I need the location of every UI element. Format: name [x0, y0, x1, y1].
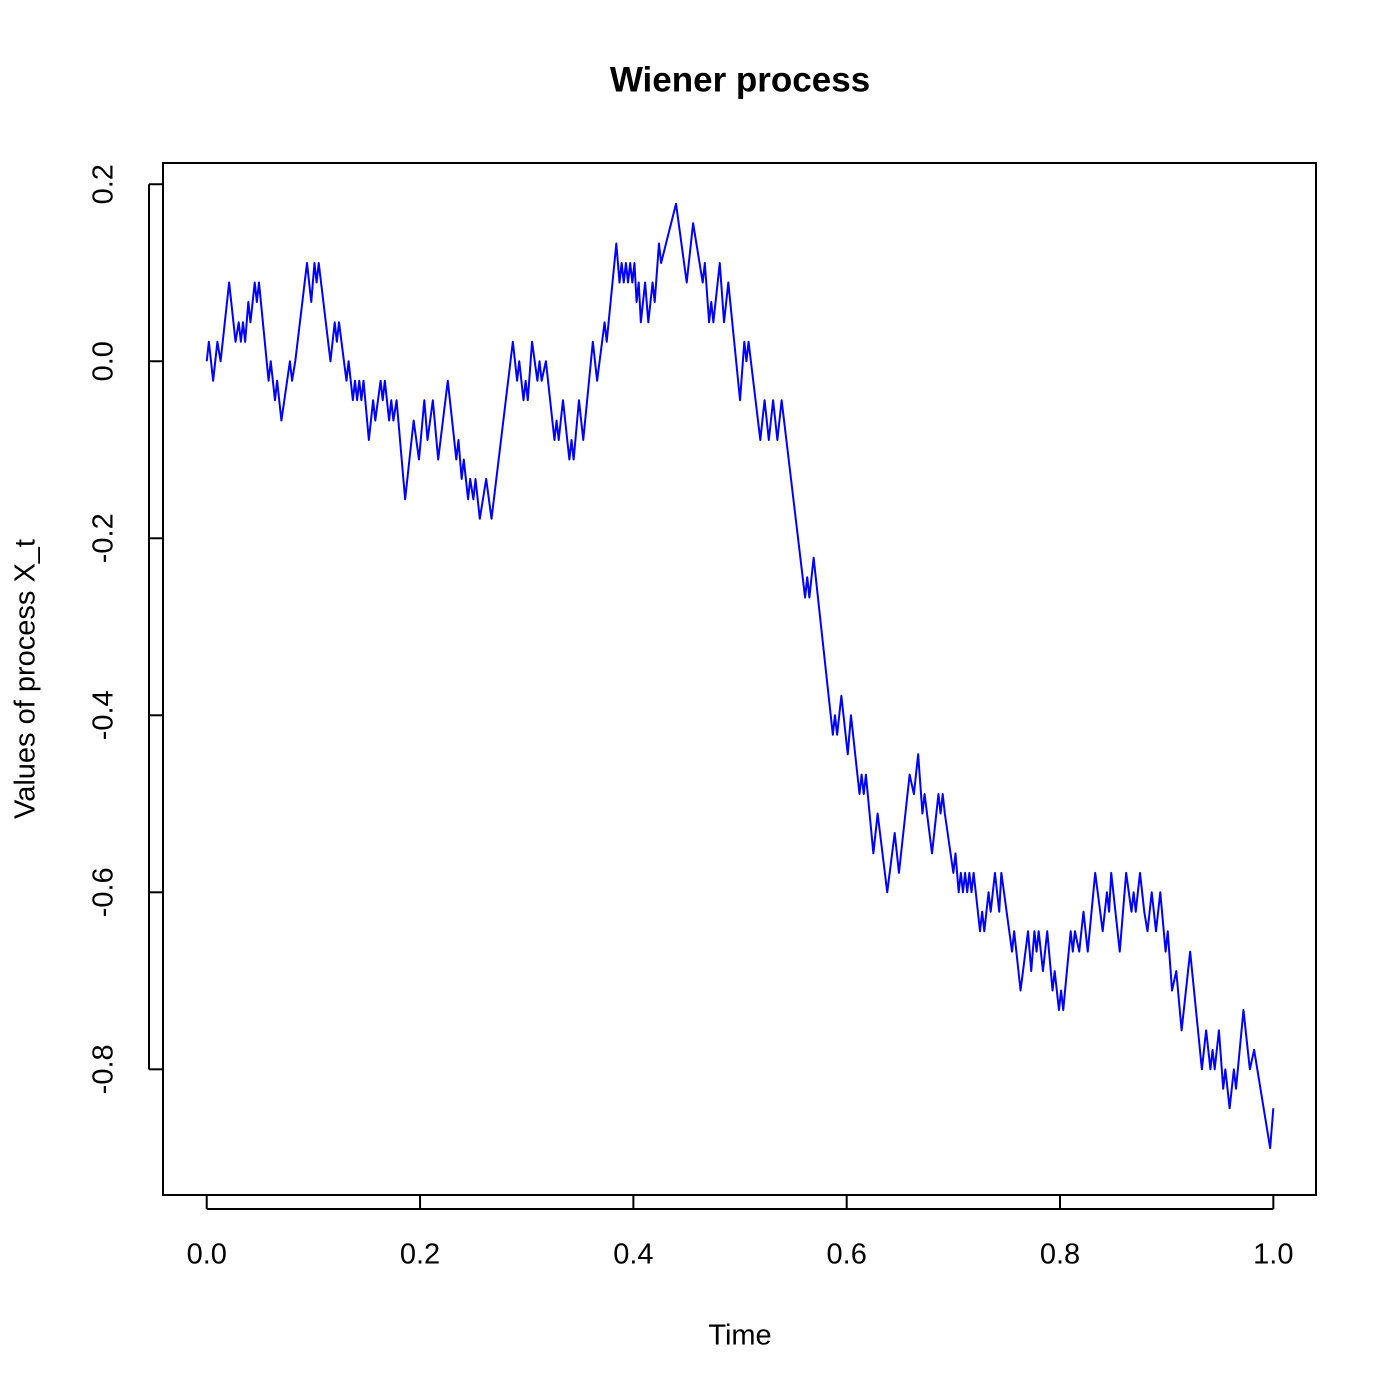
- x-tick-label: 0.8: [1040, 1239, 1080, 1271]
- x-tick-label: 0.6: [827, 1239, 867, 1271]
- chart-title: Wiener process: [610, 60, 870, 99]
- x-tick-label: 0.2: [400, 1239, 440, 1271]
- y-tick-label: -0.8: [88, 1044, 120, 1094]
- x-tick-label: 0.0: [187, 1239, 227, 1271]
- x-tick-label: 1.0: [1253, 1239, 1293, 1271]
- plot-frame: [162, 162, 1317, 1196]
- x-tick-label: 0.4: [613, 1239, 653, 1271]
- x-axis-label: Time: [708, 1320, 771, 1352]
- data-line: [205, 202, 1275, 1150]
- y-axis-label: Values of process X_t: [10, 539, 42, 819]
- y-tick-label: 0.0: [88, 341, 120, 381]
- y-tick-label: -0.6: [88, 867, 120, 917]
- y-tick-label: -0.2: [88, 513, 120, 563]
- y-tick-label: -0.4: [88, 690, 120, 740]
- y-tick-label: 0.2: [88, 164, 120, 204]
